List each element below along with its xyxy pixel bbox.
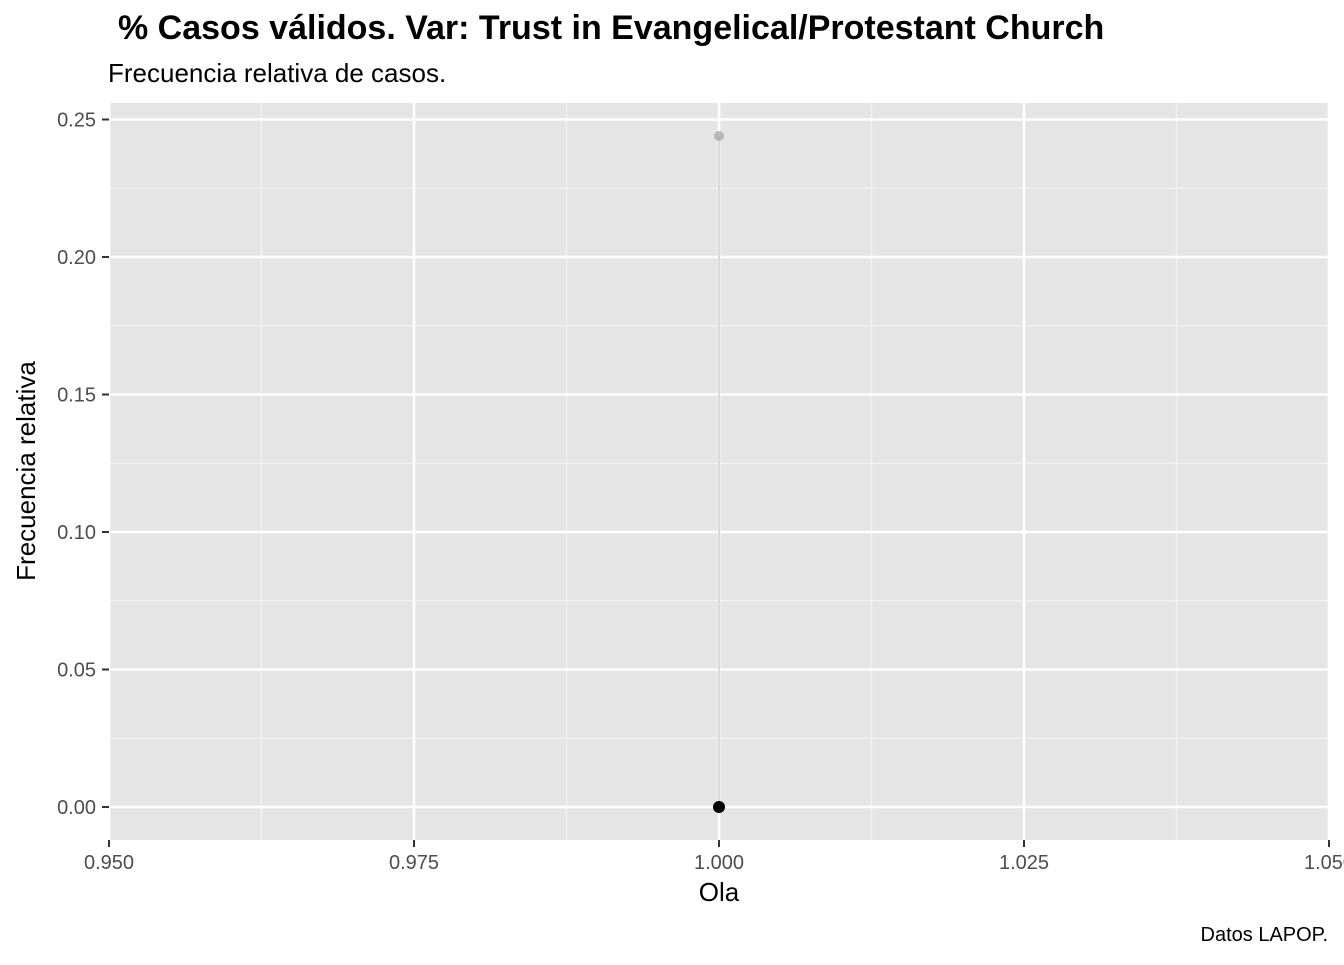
x-tick-label: 0.950 xyxy=(84,852,134,874)
series-2-point xyxy=(713,801,725,813)
y-tick-label: 0.10 xyxy=(57,522,96,544)
y-tick-label: 0.25 xyxy=(57,110,96,132)
series-1-point xyxy=(714,131,724,141)
x-tick-label: 1.050 xyxy=(1304,852,1344,874)
x-axis-title: Ola xyxy=(699,877,740,907)
y-tick-label: 0.05 xyxy=(57,660,96,682)
y-tick-label: 0.15 xyxy=(57,385,96,407)
x-tick-label: 1.000 xyxy=(694,852,744,874)
y-tick-label: 0.20 xyxy=(57,247,96,269)
y-tick-label: 0.00 xyxy=(57,797,96,819)
chart-caption: Datos LAPOP. xyxy=(1201,924,1328,946)
chart-subtitle: Frecuencia relativa de casos. xyxy=(108,58,446,88)
x-tick-label: 1.025 xyxy=(999,852,1049,874)
axes: 0.00 0.05 0.10 0.15 0.20 0.25 0.950 0.975 1.000 1… xyxy=(57,110,1344,875)
x-tick-label: 0.975 xyxy=(389,852,439,874)
y-axis-title: Frecuencia relativa xyxy=(11,361,41,581)
chart-title: % Casos válidos. Var: Trust in Evangelic… xyxy=(118,9,1104,47)
data-marks xyxy=(713,131,725,813)
